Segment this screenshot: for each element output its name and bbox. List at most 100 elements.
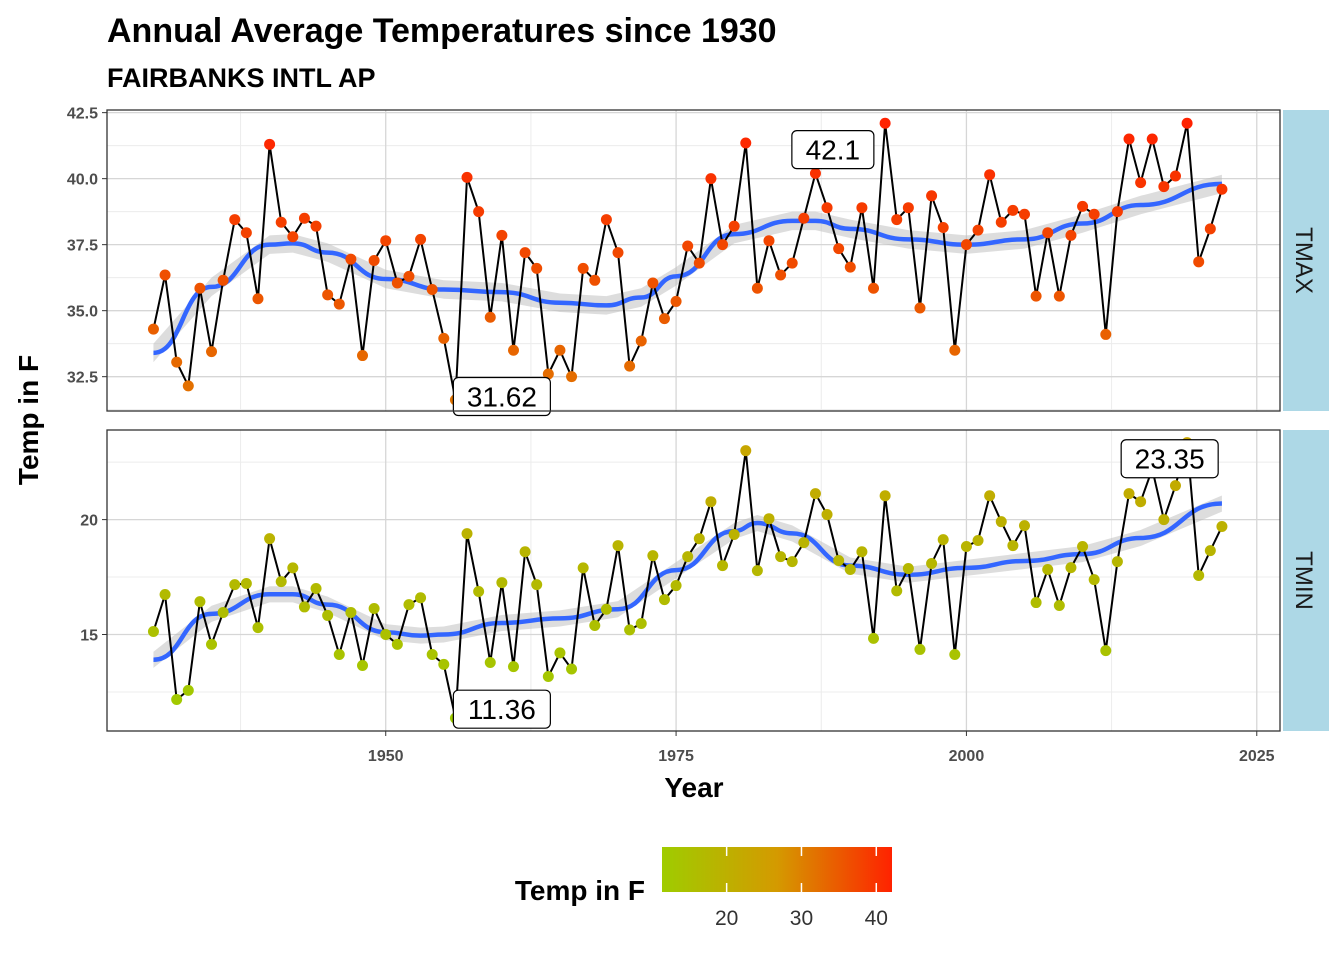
data-point [1100,645,1112,657]
data-point [670,580,682,592]
data-point [937,221,949,233]
data-point [1135,496,1147,508]
y-tick-label: 15 [80,627,98,644]
data-point [589,620,601,632]
data-point [438,332,450,344]
data-point [833,555,845,567]
data-point [566,663,578,675]
data-point [902,563,914,575]
facet-strip [1283,110,1329,411]
data-point [600,603,612,615]
data-point [740,445,752,457]
data-point [844,261,856,273]
data-point [345,253,357,265]
data-point [310,583,322,595]
data-point [693,533,705,545]
data-point [159,269,171,281]
value-label: 42.1 [791,130,875,170]
data-point [1077,540,1089,552]
data-point [868,632,880,644]
data-point [403,599,415,611]
data-point [484,657,496,669]
data-point [171,356,183,368]
data-point [1042,227,1054,239]
data-point [751,565,763,577]
data-point [415,592,427,604]
data-point [1169,170,1181,182]
data-point [380,628,392,640]
data-point [461,171,473,183]
data-point [182,380,194,392]
data-point [891,585,903,597]
data-point [786,257,798,269]
data-point [252,622,264,634]
y-tick-label: 20 [80,513,98,530]
data-point [217,274,229,286]
facet-strip-label: TMIN [1290,551,1317,610]
legend-title: Temp in F [515,875,645,906]
data-point [984,490,996,502]
data-point [844,563,856,575]
data-point [1042,563,1054,575]
data-point [182,684,194,696]
data-point [763,235,775,247]
svg-text:23.35: 23.35 [1135,444,1205,475]
data-point [1204,545,1216,557]
data-point [751,282,763,294]
data-point [856,202,868,214]
data-point [554,344,566,356]
data-point [798,212,810,224]
data-point [972,535,984,547]
data-point [879,490,891,502]
svg-text:31.62: 31.62 [467,381,537,412]
data-point [717,560,729,572]
data-point [1193,569,1205,581]
data-point [357,660,369,672]
data-point [368,255,380,266]
data-point [229,579,241,591]
data-point [1193,256,1205,268]
facet-strip [1283,430,1329,731]
y-tick-label: 40.0 [67,172,98,189]
data-point [1169,480,1181,492]
facet-strip-label: TMAX [1290,227,1317,294]
data-point [624,624,636,636]
data-point [577,262,589,274]
data-point [577,562,589,574]
data-point [1088,574,1100,586]
chart-title: Annual Average Temperatures since 1930 [107,12,777,50]
data-point [240,227,252,239]
data-point [995,216,1007,228]
data-point [275,576,287,588]
data-point [728,529,740,541]
data-point [1158,514,1170,526]
data-point [600,214,612,226]
data-point [542,671,554,683]
data-point [391,638,403,650]
data-point [275,216,287,228]
legend-tick-label: 40 [865,907,888,930]
y-tick-label: 42.5 [67,106,98,123]
value-label: 31.62 [452,376,551,417]
data-point [1007,204,1019,216]
data-point [902,202,914,214]
data-point [821,202,833,214]
y-tick-label: 32.5 [67,370,98,387]
data-point [1053,290,1065,302]
chart-subtitle: FAIRBANKS INTL AP [107,63,376,93]
data-point [206,346,218,358]
data-point [949,648,961,660]
data-point [740,137,752,149]
data-point [705,173,717,185]
data-point [1053,600,1065,612]
data-point [821,509,833,521]
data-point [1088,208,1100,220]
data-point [612,247,624,259]
data-point [264,138,276,150]
data-point [926,557,938,569]
data-point [194,596,206,608]
panel-border [106,109,1281,412]
data-point [159,589,171,601]
data-point [333,298,345,310]
smooth-ribbon [153,174,1222,363]
